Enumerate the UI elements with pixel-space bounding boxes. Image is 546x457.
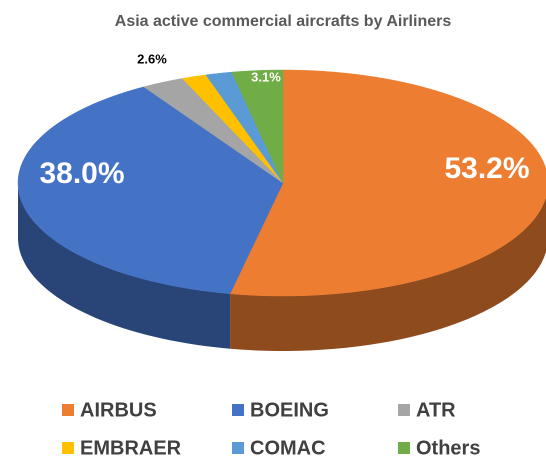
slice xyxy=(143,78,284,184)
legend-label: BOEING xyxy=(250,399,329,421)
slice-side xyxy=(18,183,231,349)
legend-swatch xyxy=(398,442,410,454)
legend-swatch xyxy=(62,442,74,454)
slice-side xyxy=(230,196,546,351)
legend-swatch xyxy=(62,404,74,416)
data-label: 53.2% xyxy=(444,152,529,185)
slice xyxy=(17,86,284,294)
legend-label: COMAC xyxy=(250,437,326,457)
slice xyxy=(205,71,284,184)
legend-label: AIRBUS xyxy=(80,399,157,421)
slice xyxy=(231,69,284,184)
slice xyxy=(229,69,546,297)
legend-swatch xyxy=(232,442,244,454)
legend-label: Others xyxy=(416,437,480,457)
data-label: 3.1% xyxy=(251,69,281,84)
legend-label: EMBRAER xyxy=(80,437,182,457)
chart-title: Asia active commercial aircrafts by Airl… xyxy=(115,13,452,30)
data-label: 2.6% xyxy=(137,51,167,66)
legend-label: ATR xyxy=(416,399,456,421)
data-label: 38.0% xyxy=(39,157,124,190)
legend-swatch xyxy=(232,404,244,416)
legend-swatch xyxy=(398,404,410,416)
